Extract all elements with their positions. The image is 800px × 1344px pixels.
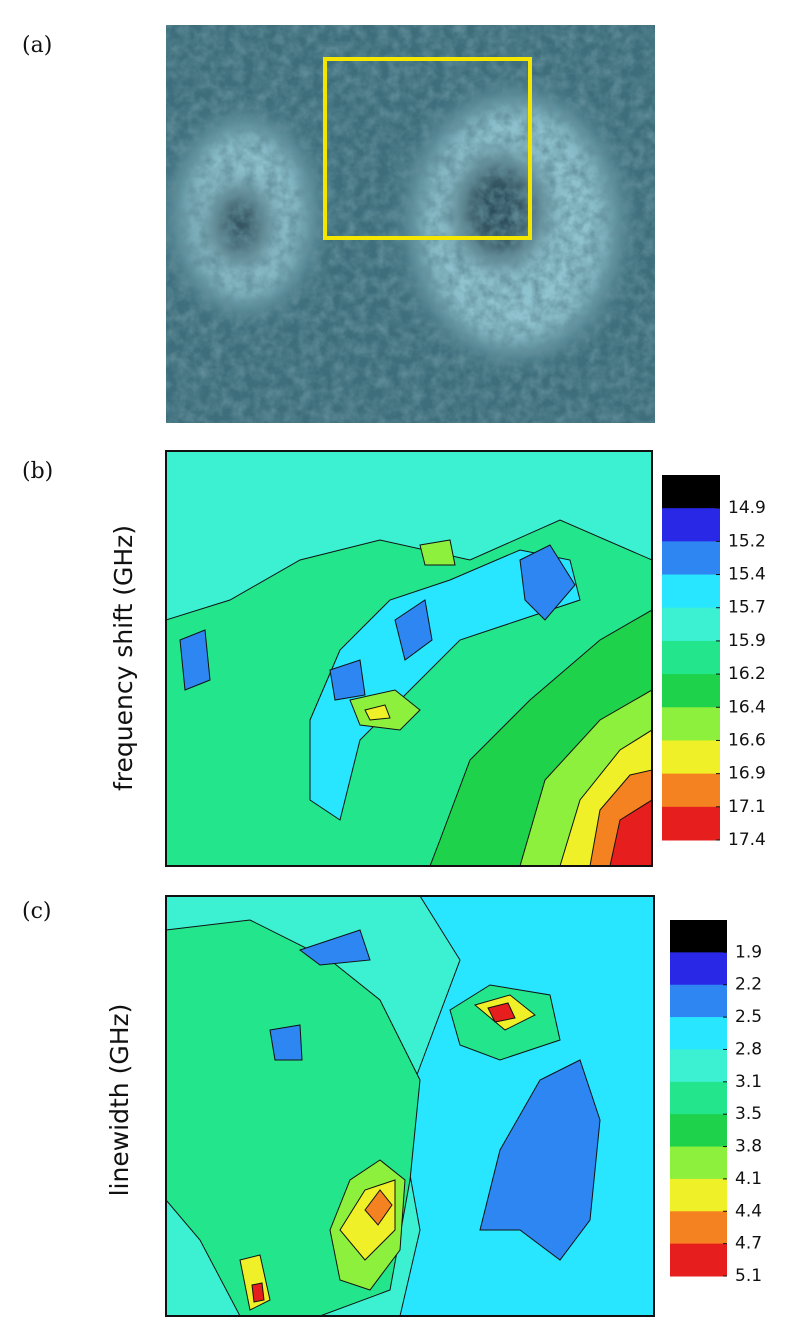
- selection-box: [323, 57, 532, 240]
- panel-label: (c): [22, 899, 52, 924]
- colorbar-band: [670, 952, 727, 986]
- colorbar-tick-label: 2.8: [735, 1039, 762, 1059]
- colorbar-tick-label: 16.9: [728, 764, 766, 784]
- panel-label: (a): [22, 33, 52, 58]
- colorbar-tick-label: 14.9: [728, 498, 766, 518]
- colorbar-band: [662, 740, 720, 775]
- colorbar-band: [662, 674, 720, 708]
- contour: [251, 1282, 265, 1303]
- colorbar-tick-label: 17.1: [728, 797, 766, 817]
- colorbar-tick-label: 3.8: [735, 1137, 762, 1157]
- colorbar-tick-label: 2.2: [735, 975, 762, 995]
- colorbar-band: [662, 607, 720, 642]
- colorbar-band: [670, 1017, 727, 1050]
- colorbar-tick-label: 15.9: [728, 631, 766, 651]
- colorbar-tick-label: 16.2: [728, 664, 766, 684]
- plot-frame: [165, 450, 653, 867]
- plot-frame: [165, 895, 655, 1317]
- colorbar-band: [670, 1146, 727, 1180]
- contour: [487, 1002, 516, 1023]
- colorbar-band: [662, 773, 720, 808]
- panel-label: (b): [22, 459, 53, 484]
- colorbar-band: [662, 707, 720, 741]
- contour: [609, 799, 652, 866]
- colorbar-band: [662, 541, 720, 576]
- texture: [166, 25, 655, 423]
- contour: [479, 1059, 601, 1261]
- contour: [419, 539, 456, 566]
- contour: [519, 544, 576, 621]
- colorbar-band: [662, 508, 720, 542]
- colorbar-band: [670, 1211, 727, 1245]
- colorbar-tick-label: 2.5: [735, 1007, 762, 1027]
- colorbar-band: [670, 984, 727, 1018]
- colorbar-tick-label: 3.1: [735, 1072, 762, 1092]
- colorbar-tick-label: 5.1: [735, 1266, 762, 1286]
- colorbar-tick-label: 4.4: [735, 1201, 762, 1221]
- y-axis-label: frequency shift (GHz): [109, 525, 138, 791]
- contour-map: [166, 896, 654, 1316]
- contour: [394, 599, 433, 661]
- colorbar-tick-label: 3.5: [735, 1104, 762, 1124]
- colorbar-tick-label: 15.7: [728, 598, 766, 618]
- colorbar-tick-label: 15.4: [728, 565, 766, 585]
- colorbar-band: [670, 1049, 727, 1083]
- colorbar-tick-label: 17.4: [728, 830, 766, 850]
- contour: [329, 659, 366, 701]
- contour: [179, 629, 211, 691]
- colorbar-tick-label: 16.6: [728, 730, 766, 750]
- colorbar-band: [662, 806, 720, 841]
- colorbar-band: [670, 1114, 727, 1148]
- colorbar-band: [662, 574, 720, 609]
- colorbar-tick-label: 16.4: [728, 697, 766, 717]
- contour: [298, 929, 371, 966]
- colorbar: 1.9 2.2 2.5 2.8 3.1 3.5 3.8 4.1 4.4 4.7 5.1: [670, 920, 762, 1286]
- colorbar-band: [662, 475, 720, 509]
- contour: [364, 704, 391, 721]
- micrograph: [166, 25, 655, 423]
- colorbar-band: [670, 920, 727, 953]
- colorbar-tick-label: 1.9: [735, 942, 762, 962]
- colorbar-band: [662, 640, 720, 675]
- colorbar-tick-label: 4.7: [735, 1234, 762, 1254]
- colorbar-band: [670, 1243, 727, 1277]
- colorbar-band: [670, 1081, 727, 1115]
- contour: [269, 1024, 303, 1061]
- contour-map: [166, 451, 652, 866]
- contour: [364, 1189, 393, 1226]
- colorbar-tick-label: 15.2: [728, 531, 766, 551]
- colorbar-tick-label: 4.1: [735, 1169, 762, 1189]
- colorbar: 14.9 15.2 15.4 15.7 15.9 16.2 16.4 16.6 16.9 17.1…: [662, 475, 766, 850]
- colorbar-band: [670, 1178, 727, 1212]
- y-axis-label: linewidth (GHz): [105, 1004, 134, 1197]
